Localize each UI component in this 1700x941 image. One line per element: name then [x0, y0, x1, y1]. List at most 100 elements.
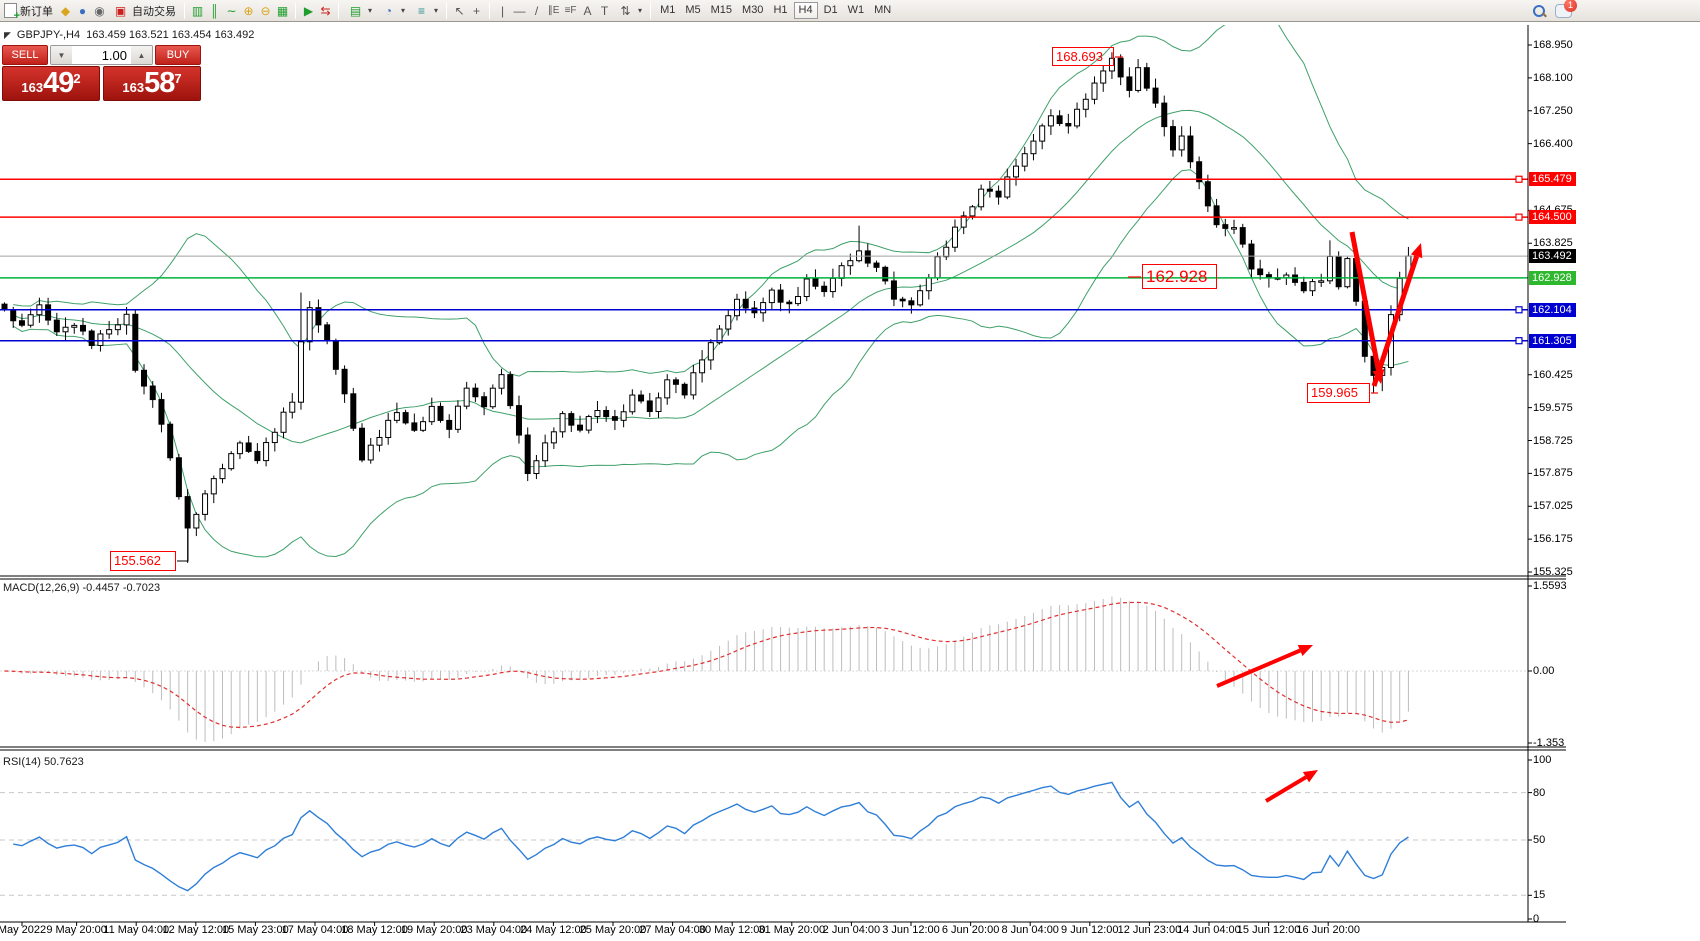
fibonacci-tool-icon[interactable]: ≡F — [564, 4, 577, 16]
macd-signal-line — [4, 601, 1409, 728]
chevron-down-icon: ▾ — [434, 6, 439, 15]
timeframe-w1[interactable]: W1 — [847, 4, 865, 16]
chart-canvas[interactable] — [0, 25, 1700, 941]
chart-shift-icon[interactable]: ⇆ — [320, 3, 331, 18]
autotrading-icon: ▣ — [114, 3, 127, 18]
indicators-button[interactable]: ≡ ▾ — [409, 1, 442, 20]
bollinger-middle — [13, 109, 1409, 444]
tile-windows-icon[interactable]: ▦ — [276, 3, 289, 18]
new-order-icon — [4, 3, 20, 22]
chat-bubble-icon[interactable]: 1 — [1555, 0, 1577, 18]
buy-price-big: 58 — [144, 67, 175, 99]
sell-price-big: 49 — [43, 67, 74, 99]
new-chart-button[interactable]: ▤ ▾ — [343, 1, 376, 20]
arrows-tool-button[interactable]: ⇅ ▾ — [613, 1, 646, 20]
buy-price-sup: 7 — [174, 71, 182, 86]
annotation-low-159965[interactable]: 159.965 — [1307, 383, 1370, 403]
crosshair-tool-icon[interactable]: + — [473, 3, 481, 18]
new-chart-icon: ▤ — [349, 3, 362, 18]
annotation-level-162928[interactable]: 162.928 — [1142, 264, 1217, 289]
time-label: 3 Jun 12:00 — [882, 924, 940, 936]
time-label: 30 May 12:00 — [698, 924, 766, 936]
price-level-chip: 163.492 — [1529, 249, 1576, 264]
timeframe-m5[interactable]: M5 — [685, 4, 701, 16]
annotation-low-155562[interactable]: 155.562 — [110, 551, 176, 571]
time-label: May 2022 — [0, 924, 47, 936]
arrows-tool-icon: ⇅ — [620, 3, 631, 18]
cursor-tool-icon[interactable]: ↖ — [454, 3, 465, 18]
timeframe-mn[interactable]: MN — [874, 4, 892, 16]
time-label: 14 Jun 04:00 — [1177, 924, 1241, 936]
trend-arrows — [1216, 231, 1423, 803]
sell-price-sup: 2 — [73, 71, 81, 86]
price-tick: 155.325 — [1533, 566, 1573, 578]
bar-chart-mode-icon[interactable]: ▥ — [191, 3, 204, 18]
autotrading-button[interactable]: ▣ 自动交易 — [108, 1, 180, 20]
zoom-in-icon[interactable]: ⊕ — [243, 3, 254, 18]
time-axis: May 2022 9 May 20:00 11 May 04:00 12 May 12… — [0, 924, 1700, 941]
annotation-high-168693[interactable]: 168.693 — [1052, 47, 1114, 66]
timeframe-m15[interactable]: M15 — [710, 4, 733, 16]
volume-input[interactable] — [72, 46, 131, 64]
candles-layer — [1, 52, 1412, 563]
timeframe-d1[interactable]: D1 — [823, 4, 838, 16]
buy-button[interactable]: BUY — [155, 45, 201, 65]
timeframe-m1[interactable]: M1 — [660, 4, 676, 16]
indicators-icon: ≡ — [418, 3, 426, 18]
symbol-name: GBPJPY-,H4 — [16, 29, 81, 41]
sell-price-tile[interactable]: 163 49 2 — [2, 66, 100, 101]
rsi-tick: 100 — [1533, 754, 1552, 766]
text-tool-icon[interactable]: A — [583, 3, 592, 18]
time-label: 23 May 04:00 — [460, 924, 528, 936]
price-tick: 156.175 — [1533, 533, 1573, 546]
macd-tick: 1.5593 — [1533, 580, 1567, 592]
period-button[interactable]: ◔ ▾ — [376, 1, 409, 20]
timeframe-h1[interactable]: H1 — [773, 4, 788, 16]
rsi-tick: 80 — [1533, 786, 1546, 799]
search-icon[interactable] — [1531, 3, 1547, 19]
time-label: 15 Jun 12:00 — [1236, 924, 1301, 936]
auto-scroll-icon[interactable]: ▶ — [303, 3, 314, 18]
zoom-out-icon[interactable]: ⊖ — [260, 3, 271, 18]
time-label: 12 May 12:00 — [162, 924, 230, 936]
rsi-label: RSI(14) 50.7623 — [3, 756, 84, 768]
price-level-chip: 162.104 — [1529, 302, 1576, 317]
mql-editor-icon[interactable]: ◆ — [60, 3, 71, 18]
price-tick: 158.725 — [1533, 434, 1573, 447]
candlestick-mode-icon[interactable]: ║ — [210, 3, 219, 18]
macd-tick: -1.353 — [1533, 737, 1565, 749]
price-tick: 157.875 — [1533, 467, 1573, 480]
rsi-line — [13, 781, 1409, 892]
timeframe-h4[interactable]: H4 — [793, 2, 818, 19]
sell-button[interactable]: SELL — [2, 45, 48, 65]
price-level-chip: 161.305 — [1529, 333, 1576, 348]
signals-icon[interactable]: ◉ — [94, 3, 105, 18]
annotation-connectors — [177, 56, 1378, 562]
text-label-tool-icon[interactable]: T — [600, 3, 609, 18]
price-tick: 163.825 — [1533, 237, 1573, 250]
new-order-button[interactable]: 新订单 — [0, 1, 57, 22]
time-label: 24 May 12:00 — [520, 924, 587, 936]
clock-icon: ◔ — [384, 3, 393, 18]
time-label: 16 Jun 20:00 — [1296, 924, 1360, 936]
time-label: 27 May 04:00 — [639, 924, 706, 936]
time-label: 9 Jun 12:00 — [1061, 924, 1119, 936]
horizontal-line-tool-icon[interactable]: — — [513, 3, 526, 18]
chart-window[interactable]: ◤ GBPJPY-,H4 163.459 163.521 163.454 163… — [0, 25, 1700, 941]
time-label: 6 Jun 20:00 — [941, 924, 1000, 936]
open-account-icon[interactable]: ● — [78, 3, 87, 18]
trendline-tool-icon[interactable]: / — [534, 3, 539, 18]
timeframe-m30[interactable]: M30 — [742, 4, 764, 16]
separator — [338, 2, 339, 19]
separator — [184, 2, 185, 19]
volume-increase-button[interactable]: ▲ — [131, 46, 152, 64]
buy-price-tile[interactable]: 163 58 7 — [103, 66, 201, 101]
volume-decrease-button[interactable]: ▼ — [51, 46, 72, 64]
autotrading-label: 自动交易 — [132, 5, 176, 18]
notification-badge: 1 — [1564, 0, 1577, 12]
horizontal-levels — [0, 175, 1528, 345]
channel-tool-icon[interactable]: ∥E — [547, 4, 560, 16]
chevron-down-icon: ▾ — [368, 6, 373, 15]
line-chart-mode-icon[interactable]: ∼ — [226, 3, 237, 18]
vertical-line-tool-icon[interactable]: | — [500, 3, 505, 18]
